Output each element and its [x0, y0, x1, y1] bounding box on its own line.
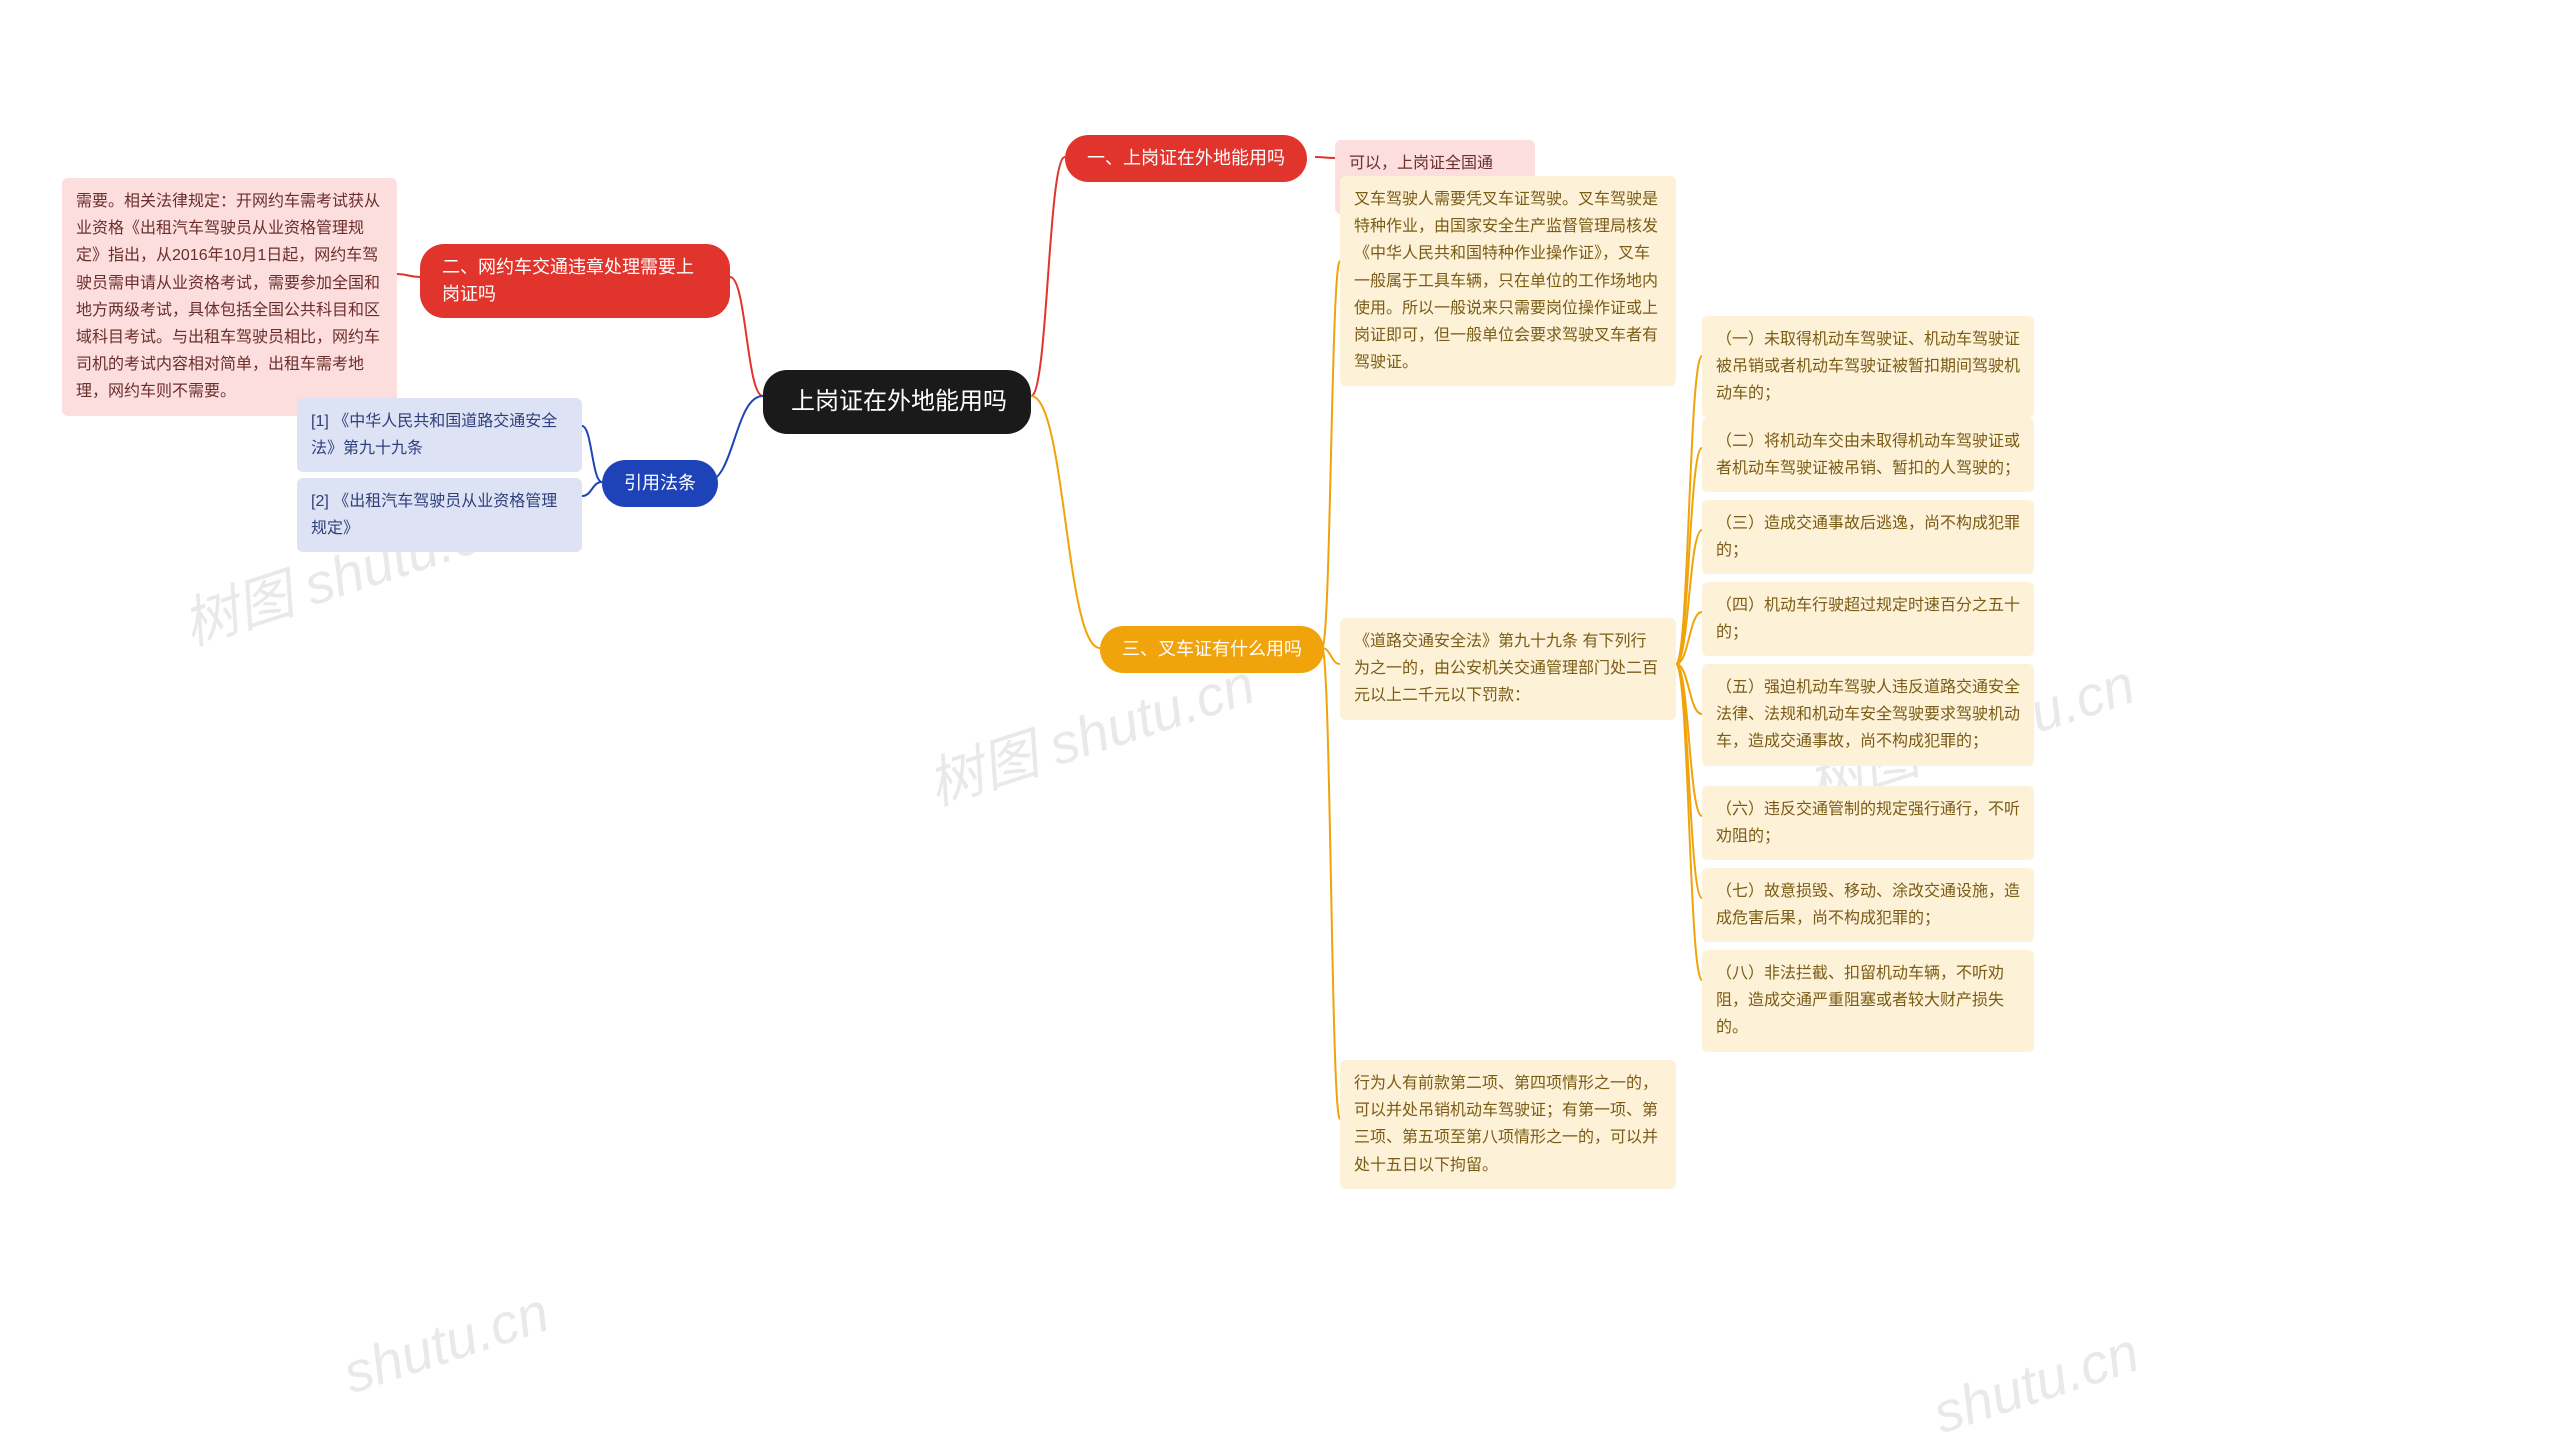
leaf-node[interactable]: （六）违反交通管制的规定强行通行，不听劝阻的；: [1702, 786, 2034, 860]
branch-node[interactable]: 二、网约车交通违章处理需要上岗证吗: [420, 244, 730, 318]
leaf-node[interactable]: （四）机动车行驶超过规定时速百分之五十的；: [1702, 582, 2034, 656]
watermark: shutu.cn: [335, 1279, 556, 1406]
leaf-node[interactable]: （八）非法拦截、扣留机动车辆，不听劝阻，造成交通严重阻塞或者较大财产损失的。: [1702, 950, 2034, 1052]
leaf-node[interactable]: 叉车驾驶人需要凭叉车证驾驶。叉车驾驶是特种作业，由国家安全生产监督管理局核发《中…: [1340, 176, 1676, 386]
leaf-node[interactable]: （三）造成交通事故后逃逸，尚不构成犯罪的；: [1702, 500, 2034, 574]
leaf-node[interactable]: [2] 《出租汽车驾驶员从业资格管理规定》: [297, 478, 582, 552]
leaf-node[interactable]: 《道路交通安全法》第九十九条 有下列行为之一的，由公安机关交通管理部门处二百元以…: [1340, 618, 1676, 720]
leaf-node[interactable]: （七）故意损毁、移动、涂改交通设施，造成危害后果，尚不构成犯罪的；: [1702, 868, 2034, 942]
leaf-node[interactable]: 行为人有前款第二项、第四项情形之一的，可以并处吊销机动车驾驶证；有第一项、第三项…: [1340, 1060, 1676, 1189]
watermark: shutu.cn: [1925, 1319, 2146, 1446]
leaf-node[interactable]: （二）将机动车交由未取得机动车驾驶证或者机动车驾驶证被吊销、暂扣的人驾驶的；: [1702, 418, 2034, 492]
leaf-node[interactable]: （一）未取得机动车驾驶证、机动车驾驶证被吊销或者机动车驾驶证被暂扣期间驾驶机动车…: [1702, 316, 2034, 418]
mindmap-center[interactable]: 上岗证在外地能用吗: [763, 370, 1031, 434]
leaf-node[interactable]: （五）强迫机动车驾驶人违反道路交通安全法律、法规和机动车安全驾驶要求驾驶机动车，…: [1702, 664, 2034, 766]
branch-node[interactable]: 一、上岗证在外地能用吗: [1065, 135, 1307, 182]
branch-node[interactable]: 引用法条: [602, 460, 718, 507]
leaf-node[interactable]: [1] 《中华人民共和国道路交通安全法》第九十九条: [297, 398, 582, 472]
branch-node[interactable]: 三、叉车证有什么用吗: [1100, 626, 1324, 673]
leaf-node[interactable]: 需要。相关法律规定：开网约车需考试获从业资格《出租汽车驾驶员从业资格管理规定》指…: [62, 178, 397, 416]
